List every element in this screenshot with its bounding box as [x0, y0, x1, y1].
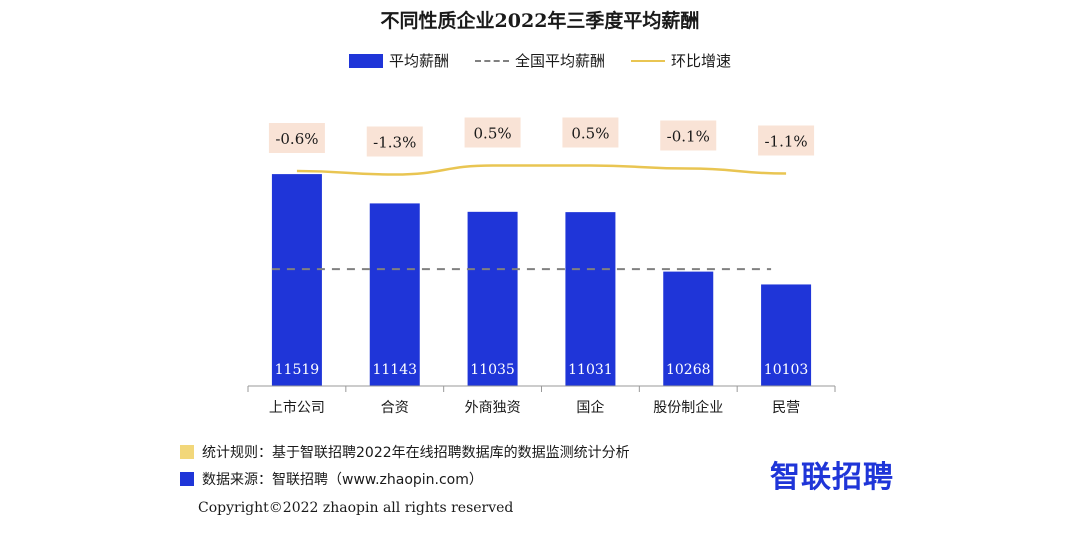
bar — [369, 203, 420, 386]
legend-item-bar: 平均薪酬 — [348, 50, 449, 71]
growth-label: 0.5% — [571, 125, 609, 143]
category-label: 外商独资 — [465, 400, 521, 416]
bar-value-label: 11031 — [568, 362, 613, 378]
growth-label-box — [464, 117, 521, 148]
bar — [271, 174, 322, 386]
x-ticks — [247, 386, 836, 392]
footer-rule: 统计规则：基于智联招聘2022年在线招聘数据库的数据监测统计分析 — [180, 442, 630, 462]
growth-line — [296, 164, 787, 176]
growth-label: 0.5% — [474, 125, 512, 143]
category-label: 国企 — [576, 399, 604, 416]
bar — [565, 212, 616, 386]
legend-item-line: 环比增速 — [631, 50, 731, 71]
growth-label: -1.1% — [764, 133, 807, 151]
category-label: 民营 — [772, 400, 800, 416]
growth-label: -1.3% — [373, 134, 416, 152]
growth-labels: -0.6% -1.3% 0.5% 0.5% -0.1% -1.1% — [268, 117, 815, 157]
bar — [467, 211, 518, 386]
legend-swatch-line — [631, 59, 665, 62]
footer-source: 数据来源：智联招聘（www.zhaopin.com） — [180, 469, 483, 489]
category-label: 股份制企业 — [653, 399, 723, 416]
growth-label-box — [758, 125, 815, 156]
footer-source-text: 数据来源：智联招聘（www.zhaopin.com） — [202, 472, 483, 488]
legend-item-reference: 全国平均薪酬 — [474, 50, 605, 71]
bar-value-label: 10103 — [764, 362, 809, 378]
bar-value-label: 11035 — [470, 362, 515, 378]
bar-value-label: 11143 — [372, 362, 417, 378]
category-label: 合资 — [381, 400, 409, 416]
zhaopin-logo: 智联招聘 — [770, 460, 894, 495]
legend-swatch-dash — [474, 59, 509, 62]
legend: 平均薪酬 全国平均薪酬 环比增速 — [0, 50, 1080, 71]
chart-title: 不同性质企业2022年三季度平均薪酬 — [380, 10, 700, 32]
legend-label-bar: 平均薪酬 — [388, 52, 449, 70]
growth-label: -0.1% — [667, 128, 710, 146]
bar-value-label: 10268 — [666, 362, 711, 378]
legend-label-reference: 全国平均薪酬 — [514, 52, 605, 70]
rule-swatch — [180, 445, 194, 459]
category-labels: 上市公司 合资 外商独资 国企 股份制企业 民营 — [269, 399, 800, 416]
growth-label-box — [660, 120, 717, 151]
source-swatch — [180, 472, 194, 486]
category-label: 上市公司 — [269, 399, 325, 416]
footer-rule-text: 统计规则：基于智联招聘2022年在线招聘数据库的数据监测统计分析 — [202, 445, 630, 461]
bar — [761, 284, 812, 386]
growth-label-box — [366, 126, 423, 157]
bar — [663, 271, 714, 386]
copyright: Copyright©2022 zhaopin all rights reserv… — [198, 500, 514, 516]
growth-label: -0.6% — [275, 130, 318, 148]
legend-label-line: 环比增速 — [671, 52, 732, 70]
bars-group: 11519 11143 11035 11031 10268 10103 — [271, 174, 812, 386]
growth-label-box — [562, 117, 619, 148]
growth-label-box — [268, 123, 325, 153]
bar-value-label: 11519 — [275, 362, 320, 378]
legend-swatch-bar — [348, 53, 383, 68]
